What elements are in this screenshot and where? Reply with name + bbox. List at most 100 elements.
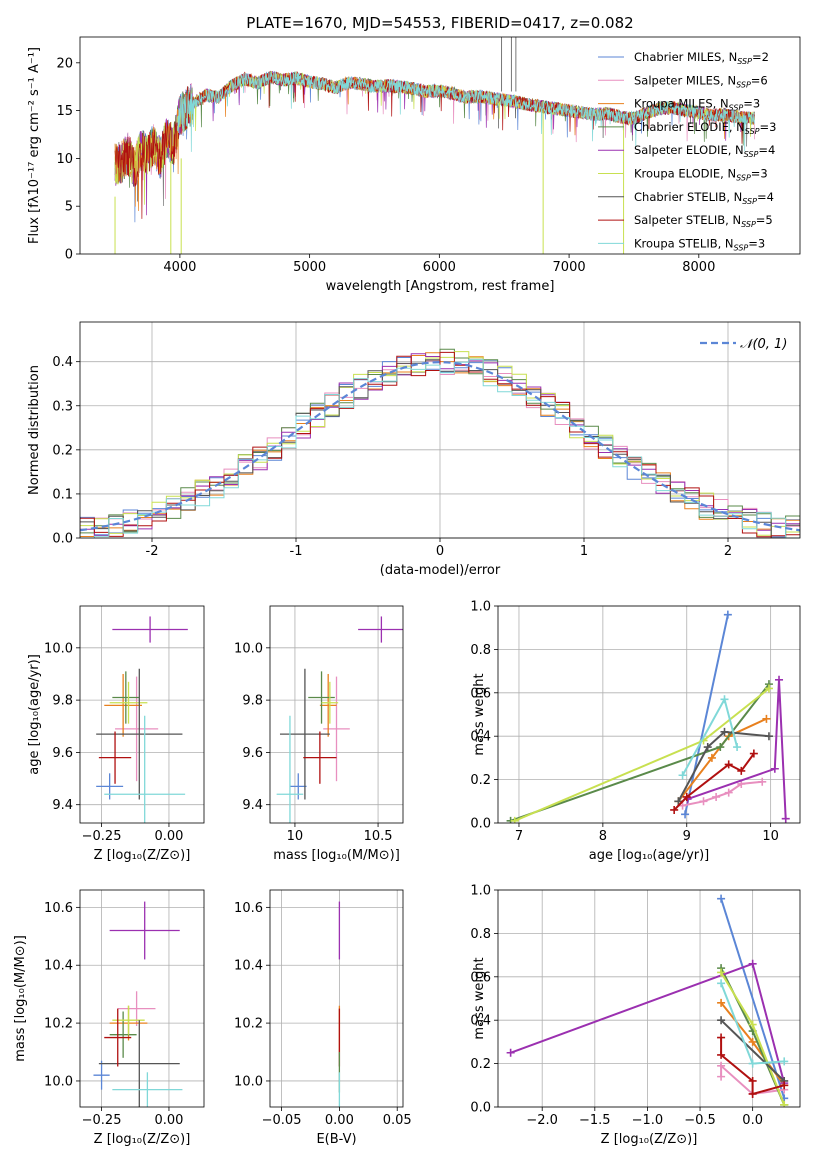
y-tick-label: 0.6: [470, 686, 491, 701]
y-tick-label: 0.4: [52, 355, 73, 370]
x-tick-label: 6000: [423, 260, 456, 275]
axes-frame: [497, 889, 801, 1108]
legend-label-val: =4: [757, 190, 774, 204]
weight-marker: [764, 684, 773, 693]
legend-label-text: Salpeter STELIB, N: [634, 213, 741, 227]
weight-marker: [717, 894, 726, 903]
x-tick-label: -2: [146, 544, 159, 559]
legend-label-sub: SSP: [737, 57, 752, 66]
chart-title: PLATE=1670, MJD=54553, FIBERID=0417, z=0…: [246, 14, 633, 32]
weight-marker: [781, 814, 790, 823]
y-tick-label: 9.8: [242, 694, 263, 709]
x-tick-label: −0.5: [684, 1113, 716, 1128]
y-tick-label: 10.0: [234, 641, 263, 656]
weight-marker: [717, 998, 726, 1007]
x-axis-label: Z [log₁₀(Z/Z⊙)]: [94, 848, 191, 863]
weight-series: [682, 780, 763, 807]
x-tick-label: 0.05: [383, 1113, 412, 1128]
legend-label-val: =3: [743, 97, 760, 111]
weight-marker: [748, 1076, 757, 1085]
weight-marker: [748, 1059, 757, 1068]
legend-label-text: Chabrier STELIB, N: [634, 190, 742, 204]
y-tick-label: 10.0: [234, 1074, 263, 1089]
weight-marker: [510, 816, 519, 823]
legend-label: Kroupa ELODIE, NSSP=3: [634, 167, 768, 183]
y-tick-label: 0.2: [52, 443, 73, 458]
axes-mass_vs_Z: −0.25 0.00 10.0 10.2 10.4 10.6 Z [log₁₀(Z/Z⊙)]…: [13, 889, 205, 1147]
weight-marker: [748, 1089, 757, 1098]
weight-marker: [674, 797, 683, 806]
x-tick-label: 7: [515, 829, 523, 844]
legend-label-sub: SSP: [736, 174, 751, 183]
legend-label-sub: SSP: [736, 80, 751, 89]
weight-marker: [775, 675, 784, 684]
legend-label: Salpeter STELIB, NSSP=5: [634, 213, 773, 229]
weight-marker: [682, 792, 691, 801]
histogram-series: [80, 351, 800, 538]
axes-residuals: -2 -1 0 1 2 0.0 0.1 0.2 0.3 0.4 (data-model)/error…: [27, 321, 801, 578]
legend-label: Kroupa STELIB, NSSP=3: [634, 236, 765, 252]
y-tick-label: 10.4: [44, 959, 73, 974]
legend-label-text: Chabrier ELODIE, N: [634, 120, 745, 134]
legend-label: 𝒩(0, 1): [740, 337, 787, 352]
weight-marker: [678, 771, 687, 780]
legend-label-sub: SSP: [744, 150, 759, 159]
x-axis-label: Z [log₁₀(Z/Z⊙)]: [94, 1132, 191, 1147]
weight-marker: [780, 1100, 789, 1107]
x-axis-label: (data-model)/error: [380, 563, 501, 578]
y-tick-label: 0.0: [470, 817, 491, 832]
legend-label-sub: SSP: [742, 197, 757, 206]
x-tick-label: 0.00: [154, 1113, 183, 1128]
weight-marker: [717, 1072, 726, 1081]
spectrum-line: [176, 71, 755, 152]
legend-label: Chabrier MILES, NSSP=2: [634, 50, 769, 66]
x-tick-label: 0.00: [154, 829, 183, 844]
weight-marker: [723, 610, 732, 619]
weight-marker: [748, 1020, 757, 1029]
x-tick-label: 5000: [293, 260, 326, 275]
legend-label-sub: SSP: [745, 127, 760, 136]
axes-frame: [79, 889, 205, 1108]
x-axis-label: Z [log₁₀(Z/Z⊙)]: [601, 1132, 698, 1147]
y-tick-label: 9.6: [52, 746, 73, 761]
y-tick-label: 0.8: [470, 927, 491, 942]
x-tick-label: 0.00: [325, 1113, 354, 1128]
weight-marker: [762, 714, 771, 723]
y-axis-label: mass weight: [472, 957, 487, 1039]
weight-marker: [717, 1050, 726, 1059]
x-tick-label: 4000: [163, 260, 196, 275]
weight-marker: [737, 766, 746, 775]
weight-series: [510, 683, 770, 822]
weight-marker: [703, 743, 712, 752]
x-axis-label: wavelength [Angstrom, rest frame]: [326, 279, 555, 294]
weight-marker: [749, 749, 758, 758]
weight-marker: [720, 727, 729, 736]
weight-series: [514, 687, 770, 822]
legend-label-text: Kroupa ELODIE, N: [634, 167, 736, 181]
y-tick-label: 0.0: [52, 532, 73, 547]
y-tick-label: 10.6: [234, 901, 263, 916]
weight-series: [677, 730, 770, 802]
y-tick-label: 9.8: [52, 694, 73, 709]
y-axis-label: Flux [fλ10⁻¹⁷ erg cm⁻² s⁻¹ A⁻¹]: [27, 47, 42, 244]
legend-label-val: =3: [751, 167, 768, 181]
x-tick-label: 0: [436, 544, 444, 559]
x-tick-label: 0.0: [742, 1113, 763, 1128]
x-tick-label: 1: [580, 544, 588, 559]
x-tick-label: −0.25: [82, 829, 122, 844]
legend-label: Chabrier STELIB, NSSP=4: [634, 190, 774, 206]
legend-label-val: =6: [751, 73, 768, 87]
weight-marker: [724, 760, 733, 769]
weight-series: [684, 614, 729, 815]
y-tick-label: 0.2: [470, 773, 491, 788]
legend-label-val: =3: [760, 120, 777, 134]
y-tick-label: 0.4: [470, 1014, 491, 1029]
y-tick-label: 5: [65, 200, 73, 215]
y-tick-label: 10.4: [234, 959, 263, 974]
x-axis-label: E(B-V): [316, 1132, 356, 1147]
legend-label-text: Kroupa STELIB, N: [634, 236, 734, 250]
x-tick-label: 10: [287, 829, 304, 844]
axes-mass_vs_EBV: −0.05 0.00 0.05 10.0 10.2 10.4 10.6 E(B-V): [234, 889, 412, 1147]
legend-label-text: Chabrier MILES, N: [634, 50, 737, 64]
y-tick-label: 9.4: [52, 798, 73, 813]
